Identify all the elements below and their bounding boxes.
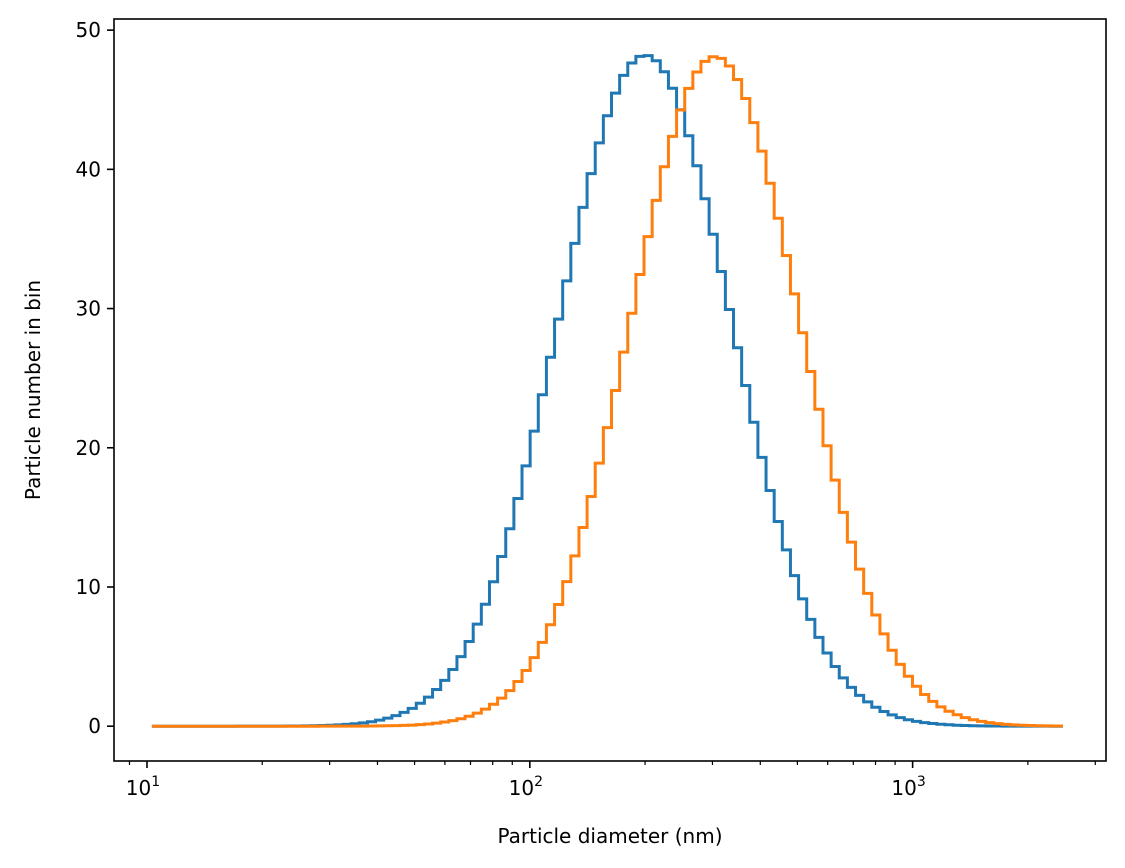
series-line-2 <box>151 55 1063 728</box>
plot-area <box>151 54 1063 728</box>
x-tick-label: 101 <box>126 774 160 800</box>
y-axis: 0 10 20 30 40 50 <box>76 18 114 738</box>
y-tick-label: 20 <box>76 436 101 460</box>
y-tick-label: 40 <box>76 157 101 181</box>
x-tick-label: 103 <box>891 774 925 800</box>
x-tick-label: 102 <box>509 774 543 800</box>
x-axis: 101 102 103 <box>126 761 1096 800</box>
y-axis-label: Particle number in bin <box>21 280 45 500</box>
y-tick-label: 10 <box>76 575 101 599</box>
y-tick-label: 50 <box>76 18 101 42</box>
y-tick-label: 0 <box>88 714 101 738</box>
y-tick-label: 30 <box>76 297 101 321</box>
series-line-1 <box>151 54 1063 728</box>
axes-frame <box>113 18 1107 762</box>
x-axis-label: Particle diameter (nm) <box>497 824 722 848</box>
